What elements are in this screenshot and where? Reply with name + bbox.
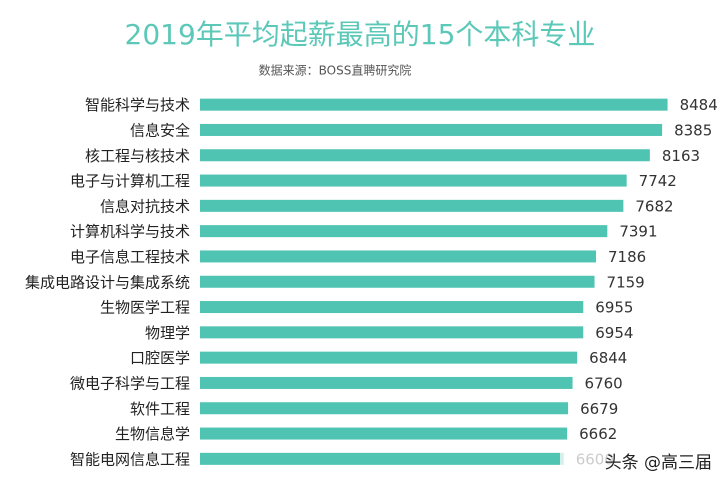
value-label: 6955 <box>595 299 633 317</box>
y-tick-label: 微电子科学与工程 <box>70 374 190 392</box>
chart-title: 2019年平均起薪最高的15个本科专业 <box>125 18 596 51</box>
y-tick-label: 生物信息学 <box>115 425 190 443</box>
value-label: 7682 <box>635 197 673 215</box>
y-tick-label: 核工程与核技术 <box>85 147 190 165</box>
value-label: 6760 <box>585 374 623 392</box>
value-label: 8484 <box>680 96 718 114</box>
value-label: 7186 <box>608 248 646 266</box>
bar <box>200 174 627 187</box>
y-tick-label: 智能科学与技术 <box>85 96 190 114</box>
bar <box>200 149 650 162</box>
y-tick-label: 集成电路设计与集成系统 <box>25 273 190 291</box>
y-tick-label: 物理学 <box>145 324 190 342</box>
bar <box>200 351 578 364</box>
value-label: 6954 <box>595 324 633 342</box>
value-label: 8163 <box>662 147 700 165</box>
bar <box>200 452 564 465</box>
value-label: 6679 <box>580 400 618 418</box>
y-tick-label: 电子信息工程技术 <box>70 248 190 266</box>
chart-subtitle: 数据来源：BOSS直聘研究院 <box>259 63 412 78</box>
value-label: 7159 <box>607 273 645 291</box>
y-tick-label: 生物医学工程 <box>100 299 190 317</box>
bar <box>200 275 595 288</box>
y-tick-label: 信息对抗技术 <box>100 197 190 215</box>
bar <box>200 123 663 136</box>
watermark: 头条 @高三届 <box>605 453 712 473</box>
bar <box>200 250 597 263</box>
y-tick-label: 电子与计算机工程 <box>70 172 190 190</box>
y-tick-label: 智能电网信息工程 <box>70 450 190 468</box>
bar <box>200 301 584 314</box>
bar <box>200 326 584 339</box>
value-label: 7391 <box>619 223 657 241</box>
y-tick-label: 计算机科学与技术 <box>70 223 190 241</box>
bar <box>200 225 608 238</box>
value-label: 6662 <box>579 425 617 443</box>
bar <box>200 98 668 111</box>
watermark-bg <box>560 448 718 478</box>
value-label: 6844 <box>589 349 627 367</box>
bar <box>200 376 573 389</box>
y-tick-label: 口腔医学 <box>130 349 190 367</box>
bar <box>200 199 624 212</box>
y-tick-label: 信息安全 <box>130 121 190 139</box>
value-label: 7742 <box>639 172 677 190</box>
y-tick-label: 软件工程 <box>130 400 190 418</box>
bar <box>200 402 569 415</box>
value-label: 8385 <box>674 121 712 139</box>
bar <box>200 427 568 440</box>
